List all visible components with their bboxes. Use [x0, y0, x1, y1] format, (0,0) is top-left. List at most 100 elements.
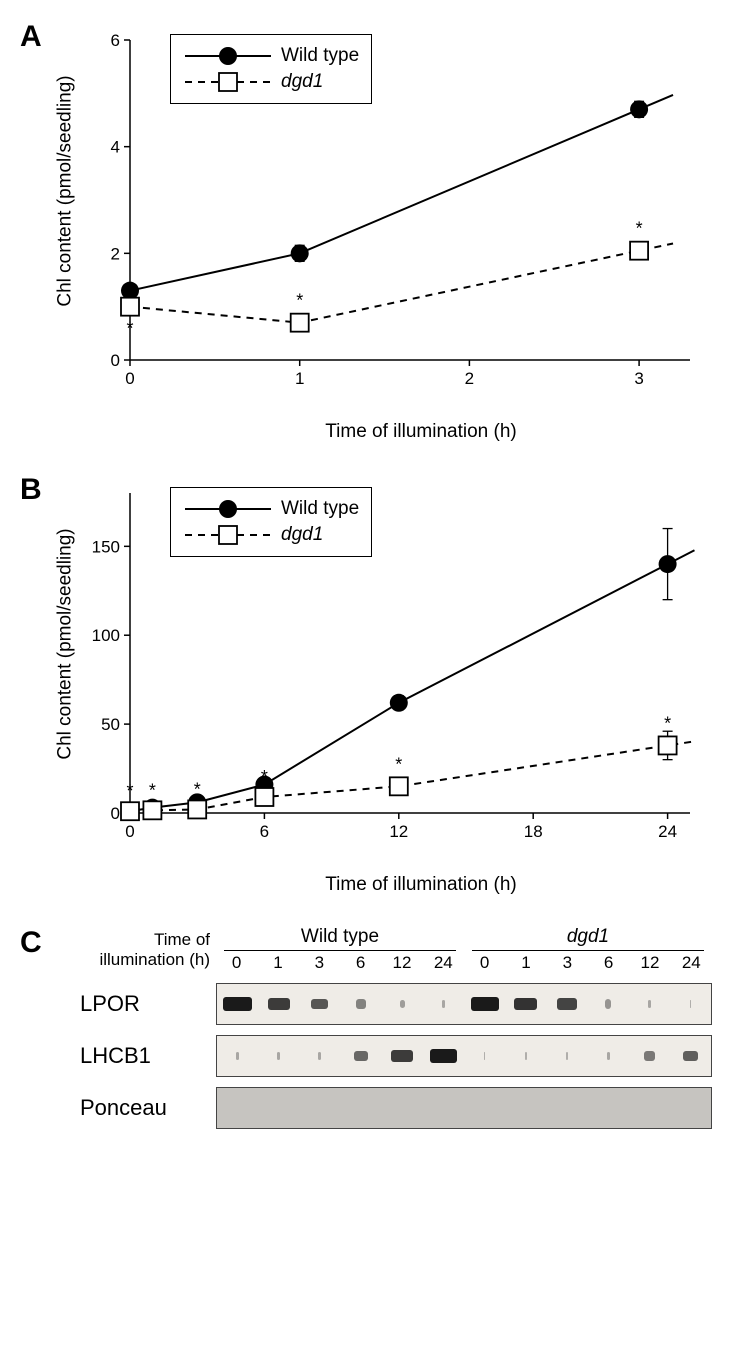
blot-band [400, 1000, 405, 1009]
legend-item: Wild type [183, 496, 359, 522]
blot-band [311, 999, 328, 1010]
blot-lane [505, 984, 546, 1024]
blot-band [318, 1052, 321, 1061]
panel-c: C Time ofillumination (h)Wild type013612… [20, 926, 722, 1129]
svg-text:0: 0 [125, 822, 134, 841]
panel-c-group-label: dgd1 [472, 926, 704, 951]
panel-b-label: B [20, 473, 42, 507]
blot-band [557, 998, 577, 1009]
blot-lane [341, 1036, 382, 1076]
blot-lane [464, 984, 505, 1024]
svg-text:4: 4 [111, 138, 120, 157]
blot-lane [299, 1036, 340, 1076]
blot-box [216, 983, 712, 1025]
panel-c-group: dgd101361224 [464, 926, 712, 973]
blot-band [277, 1052, 280, 1061]
blot-label: LPOR [80, 991, 210, 1017]
svg-text:150: 150 [92, 537, 120, 556]
chart-b-xlabel: Time of illumination (h) [120, 874, 722, 896]
blot-lane [423, 984, 464, 1024]
svg-text:2: 2 [111, 244, 120, 263]
blot-lane [423, 1036, 464, 1076]
svg-text:18: 18 [524, 822, 543, 841]
legend-label: dgd1 [281, 71, 323, 93]
blot-lane [588, 984, 629, 1024]
blot-lane [670, 1036, 711, 1076]
svg-text:0: 0 [125, 369, 134, 388]
legend-label: Wild type [281, 45, 359, 67]
blot-band [644, 1051, 655, 1060]
blot-lane [670, 984, 711, 1024]
svg-text:*: * [149, 780, 156, 800]
blot-band [430, 1049, 458, 1063]
blot-band [471, 997, 499, 1011]
blot-band [605, 999, 611, 1008]
blot-lane [217, 984, 258, 1024]
blot-lane [546, 1036, 587, 1076]
svg-text:6: 6 [111, 31, 120, 50]
svg-text:100: 100 [92, 626, 120, 645]
blot-row: LHCB1 [80, 1035, 712, 1077]
blot-band [391, 1050, 413, 1062]
panel-c-hour: 3 [547, 953, 588, 973]
svg-text:0: 0 [111, 804, 120, 823]
svg-text:1: 1 [295, 369, 304, 388]
legend-item: dgd1 [183, 522, 359, 548]
blot-row: Ponceau [80, 1087, 712, 1129]
svg-text:*: * [126, 319, 133, 339]
blot-lane [629, 1036, 670, 1076]
chart-a-xlabel: Time of illumination (h) [120, 421, 722, 443]
blot-band [268, 998, 290, 1010]
panel-c-hour: 3 [299, 953, 340, 973]
chart-a-legend: Wild type dgd1 [170, 34, 372, 104]
legend-item: dgd1 [183, 69, 359, 95]
svg-text:*: * [636, 219, 643, 239]
blot-lane [341, 984, 382, 1024]
blot-band [525, 1052, 527, 1060]
blot-lane [588, 1036, 629, 1076]
panel-c-label: C [20, 926, 42, 960]
panel-c-hour: 1 [257, 953, 298, 973]
blot-band [356, 999, 365, 1008]
blot-band [354, 1051, 368, 1061]
panel-c-hour: 24 [671, 953, 712, 973]
blot-label: Ponceau [80, 1095, 210, 1121]
svg-text:2: 2 [465, 369, 474, 388]
blot-lane [299, 984, 340, 1024]
chart-b-ylabel: Chl content (pmol/seedling) [55, 528, 77, 759]
blot-band [566, 1052, 568, 1060]
panel-c-hour: 24 [423, 953, 464, 973]
svg-text:24: 24 [658, 822, 677, 841]
svg-text:*: * [395, 754, 402, 774]
chart-a-container: Chl content (pmol/seedling) 02460123*** … [60, 20, 722, 443]
blot-box [216, 1087, 712, 1129]
blot-lane [464, 1036, 505, 1076]
panel-b: B Chl content (pmol/seedling) 0 50 100 150 0… [20, 473, 722, 896]
svg-text:0: 0 [111, 351, 120, 370]
blot-band [484, 1052, 486, 1060]
blot-lane [505, 1036, 546, 1076]
panel-c-hour: 12 [381, 953, 422, 973]
svg-text:50: 50 [101, 715, 120, 734]
blot-band [223, 997, 252, 1011]
blot-lane [258, 984, 299, 1024]
svg-text:*: * [261, 767, 268, 787]
blot-row: LPOR [80, 983, 712, 1025]
panel-c-hour: 0 [216, 953, 257, 973]
chart-b-legend: Wild typedgd1 [170, 487, 372, 557]
blot-box [216, 1035, 712, 1077]
legend-label: Wild type [281, 498, 359, 520]
blot-lane [217, 1036, 258, 1076]
blot-band [683, 1051, 698, 1061]
blot-lane [258, 1036, 299, 1076]
chart-a-svg: 02460123*** [60, 20, 710, 415]
panel-c-group-label: Wild type [224, 926, 456, 951]
blot-band [514, 998, 537, 1010]
panel-a: A Chl content (pmol/seedling) 02460123**… [20, 20, 722, 443]
legend-item: Wild type [183, 43, 359, 69]
panel-c-hour: 6 [588, 953, 629, 973]
blot-band [236, 1052, 239, 1061]
panel-a-label: A [20, 20, 42, 54]
blot-lane [629, 984, 670, 1024]
blot-band [690, 1000, 692, 1008]
